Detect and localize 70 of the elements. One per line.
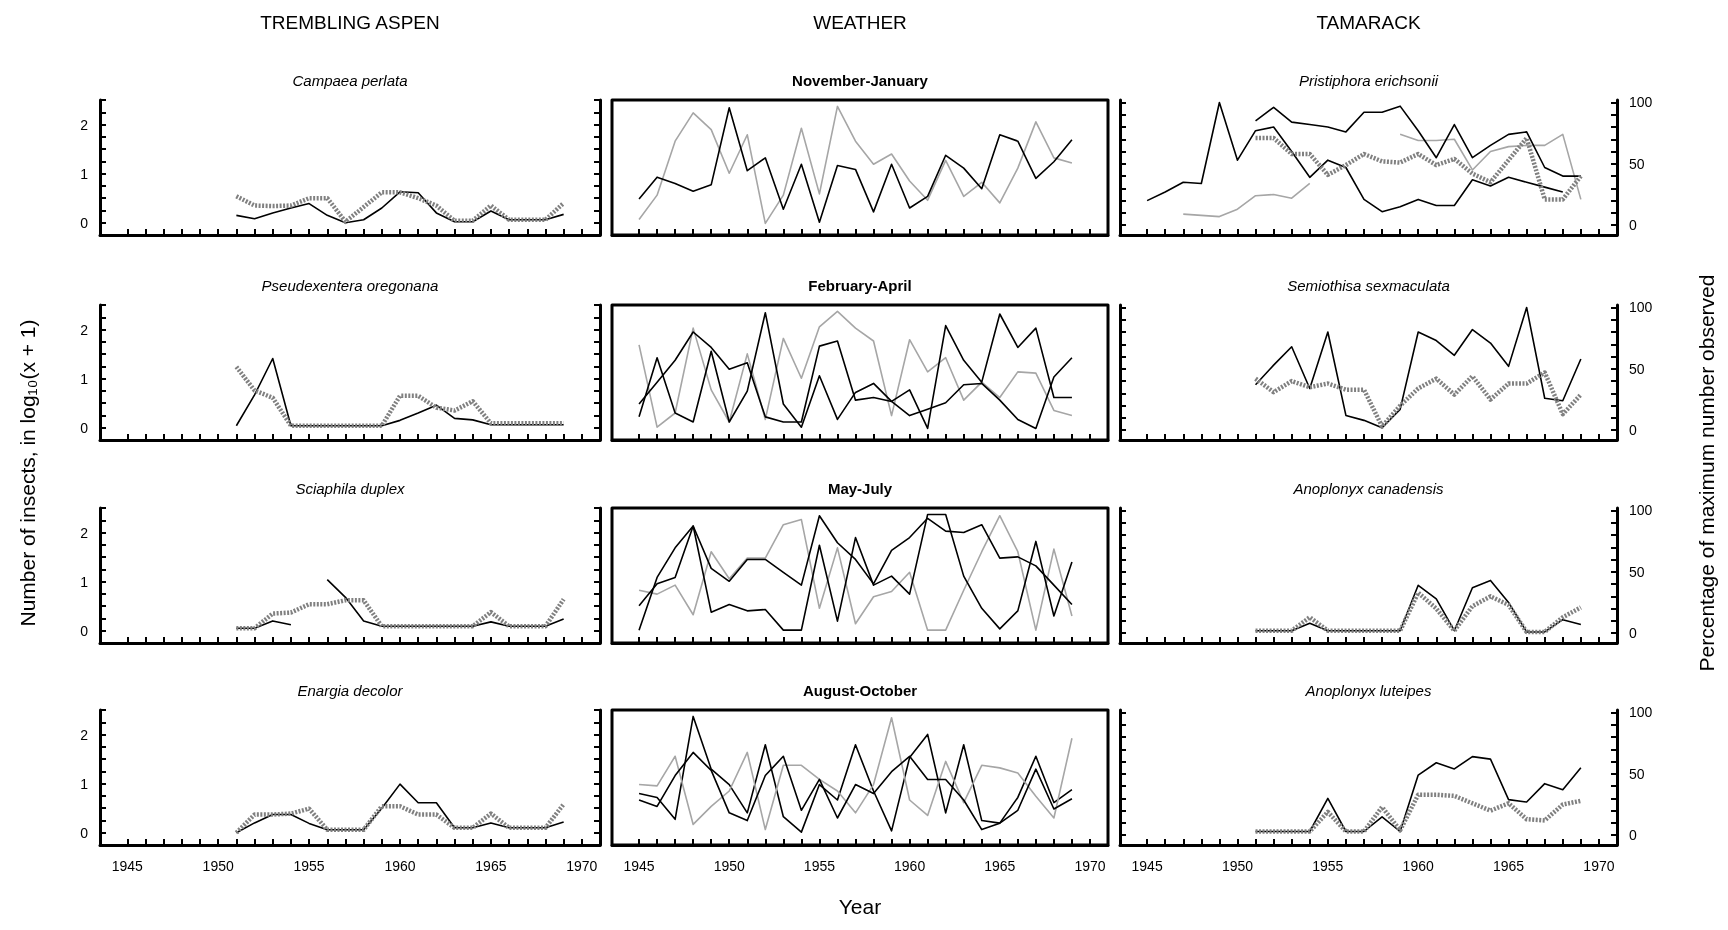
chart-title: August-October bbox=[802, 682, 918, 699]
x-tick-label: 1955 bbox=[1312, 858, 1344, 874]
y-tick-label: 100 bbox=[1629, 502, 1653, 519]
x-tick-label: 1965 bbox=[475, 858, 507, 874]
y-tick-label: 0 bbox=[80, 419, 89, 436]
chart-title: Semiothisa sexmaculata bbox=[1287, 277, 1450, 294]
line-series bbox=[235, 783, 565, 834]
chart-title: Sciaphila duplex bbox=[295, 480, 406, 497]
x-tick-label: 1950 bbox=[713, 858, 746, 874]
chart-title: Anoplonyx canadensis bbox=[1292, 480, 1445, 497]
y-tick-label: 0 bbox=[1629, 217, 1637, 234]
x-tick-label: 1945 bbox=[111, 858, 144, 874]
line-series bbox=[234, 597, 566, 631]
x-tick-label: 1970 bbox=[566, 858, 598, 874]
x-tick-label: 1955 bbox=[293, 858, 325, 874]
chart-title: Pseudexentera oregonana bbox=[261, 277, 439, 294]
y-tick-label: 0 bbox=[1629, 625, 1637, 642]
chart-title: Pristiphora erichsonii bbox=[1298, 72, 1439, 89]
y-tick-label: 0 bbox=[80, 214, 89, 231]
chart-title: Campaea perlata bbox=[292, 72, 408, 89]
y-axis-title: Number of insects, in log₁₀(x + 1) bbox=[16, 318, 40, 627]
y-tick-label: 50 bbox=[1629, 155, 1645, 172]
x-axis-title: Year bbox=[838, 895, 882, 919]
x-tick-label: 1960 bbox=[384, 858, 416, 874]
x-tick-label: 1960 bbox=[894, 858, 926, 874]
chart-title: November-January bbox=[792, 72, 929, 89]
y-tick-label: 2 bbox=[80, 726, 89, 743]
y-tick-label: 100 bbox=[1629, 704, 1653, 721]
y-tick-label: 1 bbox=[80, 775, 89, 792]
chart-title: May-July bbox=[827, 480, 893, 497]
y-tick-label: 100 bbox=[1629, 94, 1653, 111]
chart-title: Enargia decolor bbox=[297, 682, 404, 699]
x-tick-label: 1950 bbox=[1221, 858, 1254, 874]
y-tick-label: 2 bbox=[80, 116, 89, 133]
y-tick-label: 1 bbox=[80, 165, 89, 182]
y-tick-label: 2 bbox=[80, 321, 89, 338]
line-series bbox=[1146, 101, 1564, 213]
x-tick-label: 1950 bbox=[202, 858, 234, 874]
line-series bbox=[1253, 370, 1584, 429]
x-tick-label: 1945 bbox=[623, 858, 655, 874]
y-tick-label: 1 bbox=[80, 573, 89, 590]
x-tick-label: 1965 bbox=[1492, 858, 1525, 874]
y-tick-label: 0 bbox=[80, 824, 89, 841]
text: TAMARACK bbox=[1316, 12, 1421, 34]
y-tick-label: 100 bbox=[1629, 299, 1653, 316]
line-series bbox=[1254, 306, 1582, 429]
text: WEATHER bbox=[813, 12, 907, 34]
x-tick-label: 1970 bbox=[1074, 858, 1106, 874]
y-tick-label: 0 bbox=[1629, 422, 1637, 439]
x-tick-label: 1945 bbox=[1131, 858, 1163, 874]
y-tick-label: 1 bbox=[80, 370, 89, 387]
chart-title: February-April bbox=[808, 277, 912, 294]
y-tick-label: 2 bbox=[80, 524, 89, 541]
line-series bbox=[1253, 792, 1584, 834]
y-tick-label: 0 bbox=[80, 622, 89, 639]
x-tick-label: 1970 bbox=[1583, 858, 1615, 874]
y-tick-label: 50 bbox=[1629, 360, 1645, 377]
chart-title: Anoplonyx luteipes bbox=[1304, 682, 1432, 699]
line-series bbox=[234, 802, 566, 835]
y-axis-title: Percentage of maximum number observed bbox=[1695, 274, 1719, 671]
y-tick-label: 50 bbox=[1629, 563, 1645, 580]
text: TREMBLING ASPEN bbox=[260, 12, 440, 34]
line-series bbox=[1253, 135, 1584, 202]
x-tick-label: 1960 bbox=[1402, 858, 1434, 874]
x-tick-label: 1965 bbox=[984, 858, 1016, 874]
x-tick-label: 1955 bbox=[803, 858, 836, 874]
y-tick-label: 0 bbox=[1629, 827, 1637, 844]
y-tick-label: 50 bbox=[1629, 765, 1645, 782]
line-series bbox=[1254, 105, 1582, 177]
line-series bbox=[1253, 590, 1584, 635]
